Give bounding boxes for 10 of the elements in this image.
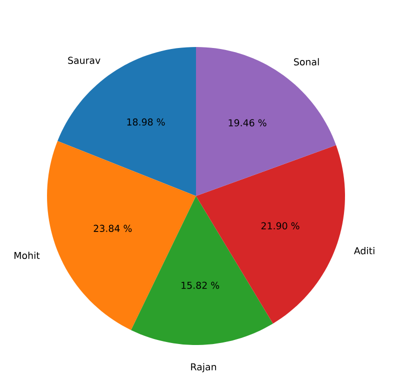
slice-label: Saurav xyxy=(68,56,100,64)
data-label: 15.82 % xyxy=(182,282,220,289)
slice-label: Sonal xyxy=(294,58,319,66)
data-label: 23.84 % xyxy=(94,224,132,232)
slice-label: Mohit xyxy=(14,252,40,260)
data-label: 18.98 % xyxy=(127,118,165,126)
slice-label: Rajan xyxy=(191,363,216,372)
slice-label: Aditi xyxy=(354,246,374,254)
data-label: 21.90 % xyxy=(261,222,300,230)
data-label: 19.46 % xyxy=(228,119,266,126)
